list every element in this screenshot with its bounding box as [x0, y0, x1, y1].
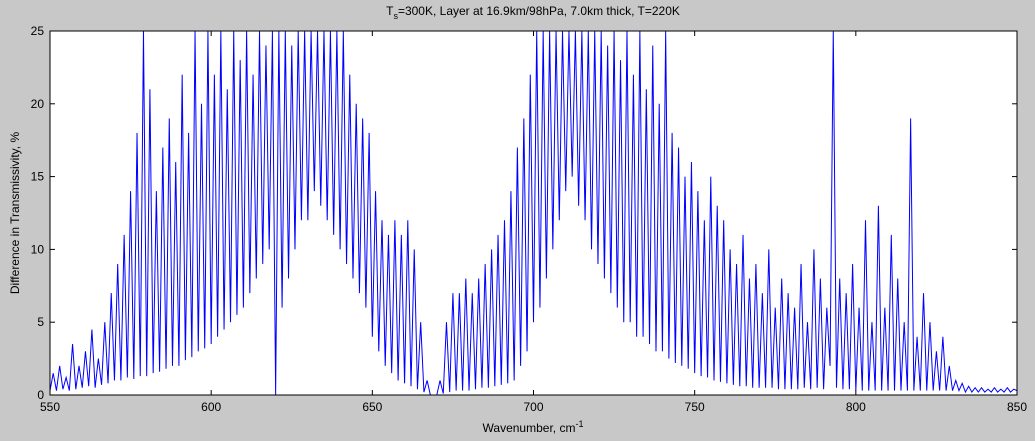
x-tick-label: 750	[685, 400, 705, 414]
title-subscript: s	[393, 11, 398, 21]
title-part: =300K, Layer at 16.9km/98hPa, 7.0km thic…	[398, 4, 680, 18]
y-tick-label: 20	[31, 97, 45, 111]
x-axis-label: Wavenumber, cm-1	[483, 419, 584, 435]
x-tick-label: 650	[362, 400, 382, 414]
y-tick-label: 0	[37, 388, 44, 402]
chart-title: Ts=300K, Layer at 16.9km/98hPa, 7.0km th…	[386, 4, 680, 21]
x-label-part: Wavenumber, cm	[483, 421, 576, 435]
y-tick-label: 5	[37, 315, 44, 329]
x-tick-label: 700	[523, 400, 543, 414]
x-tick-label: 600	[201, 400, 221, 414]
title-part: T	[386, 4, 394, 18]
axes-box	[49, 30, 1018, 396]
x-tick-label: 550	[40, 400, 60, 414]
y-tick-label: 10	[31, 242, 45, 256]
x-tick-label: 850	[1007, 400, 1027, 414]
x-tick-label: 800	[846, 400, 866, 414]
x-label-superscript: -1	[575, 419, 583, 429]
y-tick-label: 25	[31, 24, 45, 38]
y-axis-label: Difference in Transmissivity, %	[8, 132, 22, 295]
y-tick-label: 15	[31, 170, 45, 184]
plot-area	[50, 31, 1017, 395]
